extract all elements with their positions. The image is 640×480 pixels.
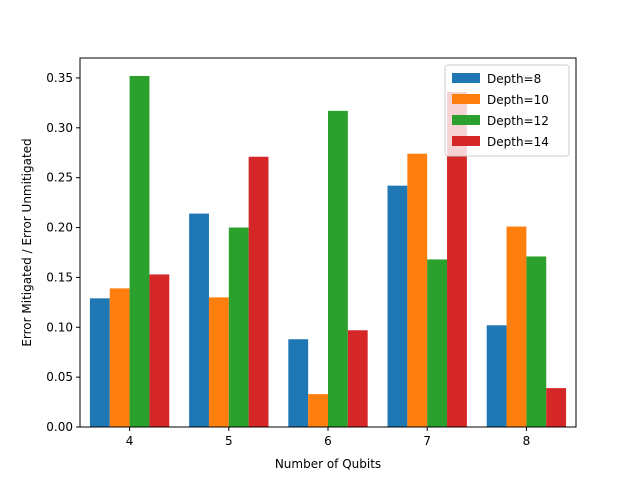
y-tick-label: 0.05 [46, 370, 73, 384]
bar-depth-12-4 [129, 75, 150, 427]
bar-depth-8-6 [288, 339, 309, 427]
bar-depth-12-6 [328, 110, 348, 428]
bar-depth-8-4 [89, 298, 110, 427]
y-tick-label: 0.10 [46, 320, 73, 334]
legend-swatch [452, 73, 480, 83]
legend-label: Depth=14 [487, 135, 549, 149]
y-tick-label: 0.15 [46, 270, 73, 284]
bar-depth-14-5 [248, 156, 269, 428]
x-tick-label: 4 [126, 434, 134, 448]
y-tick-label: 0.20 [46, 221, 73, 235]
x-axis-label: Number of Qubits [275, 457, 381, 471]
x-tick-label: 7 [423, 434, 431, 448]
bar-depth-12-8 [526, 256, 547, 427]
bar-depth-8-7 [387, 185, 408, 427]
bar-depth-14-7 [447, 91, 467, 427]
legend-label: Depth=10 [487, 93, 549, 107]
bar-depth-8-5 [189, 213, 209, 427]
legend-label: Depth=12 [487, 114, 549, 128]
y-tick-label: 0.00 [46, 420, 73, 434]
bar-depth-10-5 [208, 297, 229, 427]
bar-depth-12-7 [427, 259, 448, 427]
bar-depth-14-4 [149, 274, 170, 427]
bar-depth-10-4 [109, 288, 130, 427]
bar-depth-14-6 [347, 330, 368, 427]
legend: Depth=8 Depth=10 Depth=12 Depth=14 [444, 64, 570, 157]
legend-box [444, 64, 570, 157]
y-tick-label: 0.25 [46, 171, 73, 185]
ticks-layer: 0.00 0.05 0.10 0.15 0.20 0.25 0.30 0.35 4 5 6 7 8 [46, 71, 530, 448]
bar-depth-12-5 [228, 227, 249, 427]
y-tick-label: 0.30 [46, 121, 73, 135]
legend-label: Depth=8 [487, 72, 541, 86]
bar-depth-14-8 [546, 388, 567, 427]
bars-layer [89, 75, 567, 428]
x-tick-label: 6 [324, 434, 332, 448]
bar-depth-10-7 [407, 153, 428, 427]
legend-swatch [452, 94, 480, 104]
y-axis-label: Error Mitigated / Error Unmitigated [20, 138, 34, 346]
legend-swatch [452, 136, 480, 146]
legend-swatch [452, 115, 480, 125]
plot-frame [79, 57, 577, 428]
x-tick-label: 5 [225, 434, 233, 448]
bar-depth-10-8 [506, 226, 527, 427]
bar-depth-8-8 [486, 325, 507, 427]
x-tick-label: 8 [523, 434, 531, 448]
y-tick-label: 0.35 [46, 71, 73, 85]
bar-depth-10-6 [308, 394, 328, 427]
